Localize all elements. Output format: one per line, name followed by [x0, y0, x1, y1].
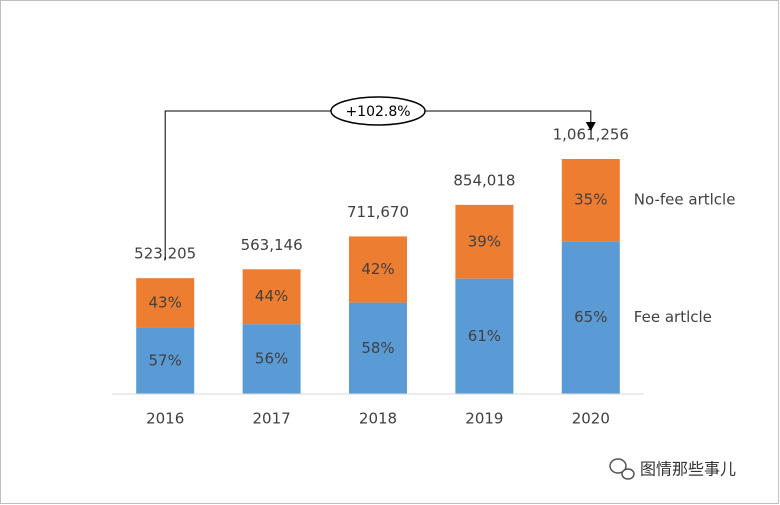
- x-tick-label: 2020: [572, 410, 610, 428]
- x-tick-label: 2018: [359, 410, 397, 428]
- segment-label: 42%: [361, 260, 394, 278]
- total-label: 563,146: [241, 236, 303, 254]
- bar-segment: [561, 241, 620, 394]
- series-label: No-fee artlcle: [634, 191, 736, 209]
- x-tick-label: 2016: [146, 410, 184, 428]
- bar-segment: [349, 302, 407, 394]
- watermark-icon: [609, 458, 627, 474]
- segment-label: 65%: [574, 308, 607, 326]
- x-tick-label: 2017: [253, 410, 291, 428]
- total-label: 711,670: [347, 203, 409, 221]
- bar-segment: [561, 159, 620, 242]
- segment-label: 35%: [574, 191, 607, 209]
- bar-segment: [242, 324, 301, 394]
- watermark: 图情那些事儿: [609, 458, 736, 480]
- total-label: 854,018: [453, 171, 515, 189]
- annotation-text: +102.8%: [345, 104, 410, 120]
- x-tick-label: 2019: [465, 410, 503, 428]
- bar-segment: [455, 204, 514, 279]
- bar-segment: [349, 236, 407, 303]
- segment-label: 57%: [149, 351, 182, 369]
- bar-segment: [455, 278, 514, 394]
- segment-label: 61%: [468, 327, 501, 345]
- total-label: 1,061,256: [553, 126, 629, 144]
- segment-label: 43%: [149, 294, 182, 312]
- segment-label: 56%: [255, 350, 288, 368]
- series-label: Fee artlcle: [634, 308, 712, 326]
- bar-segment: [136, 278, 195, 328]
- segment-label: 58%: [361, 339, 394, 357]
- annotation-ellipse: [330, 96, 426, 126]
- watermark-text: 图情那些事儿: [640, 460, 736, 479]
- segment-label: 39%: [468, 232, 501, 250]
- bar-segment: [242, 269, 301, 325]
- segment-label: 44%: [255, 287, 288, 305]
- bar-segment: [136, 327, 195, 394]
- watermark-icon: [621, 468, 635, 480]
- annotation-arrow: [585, 122, 596, 131]
